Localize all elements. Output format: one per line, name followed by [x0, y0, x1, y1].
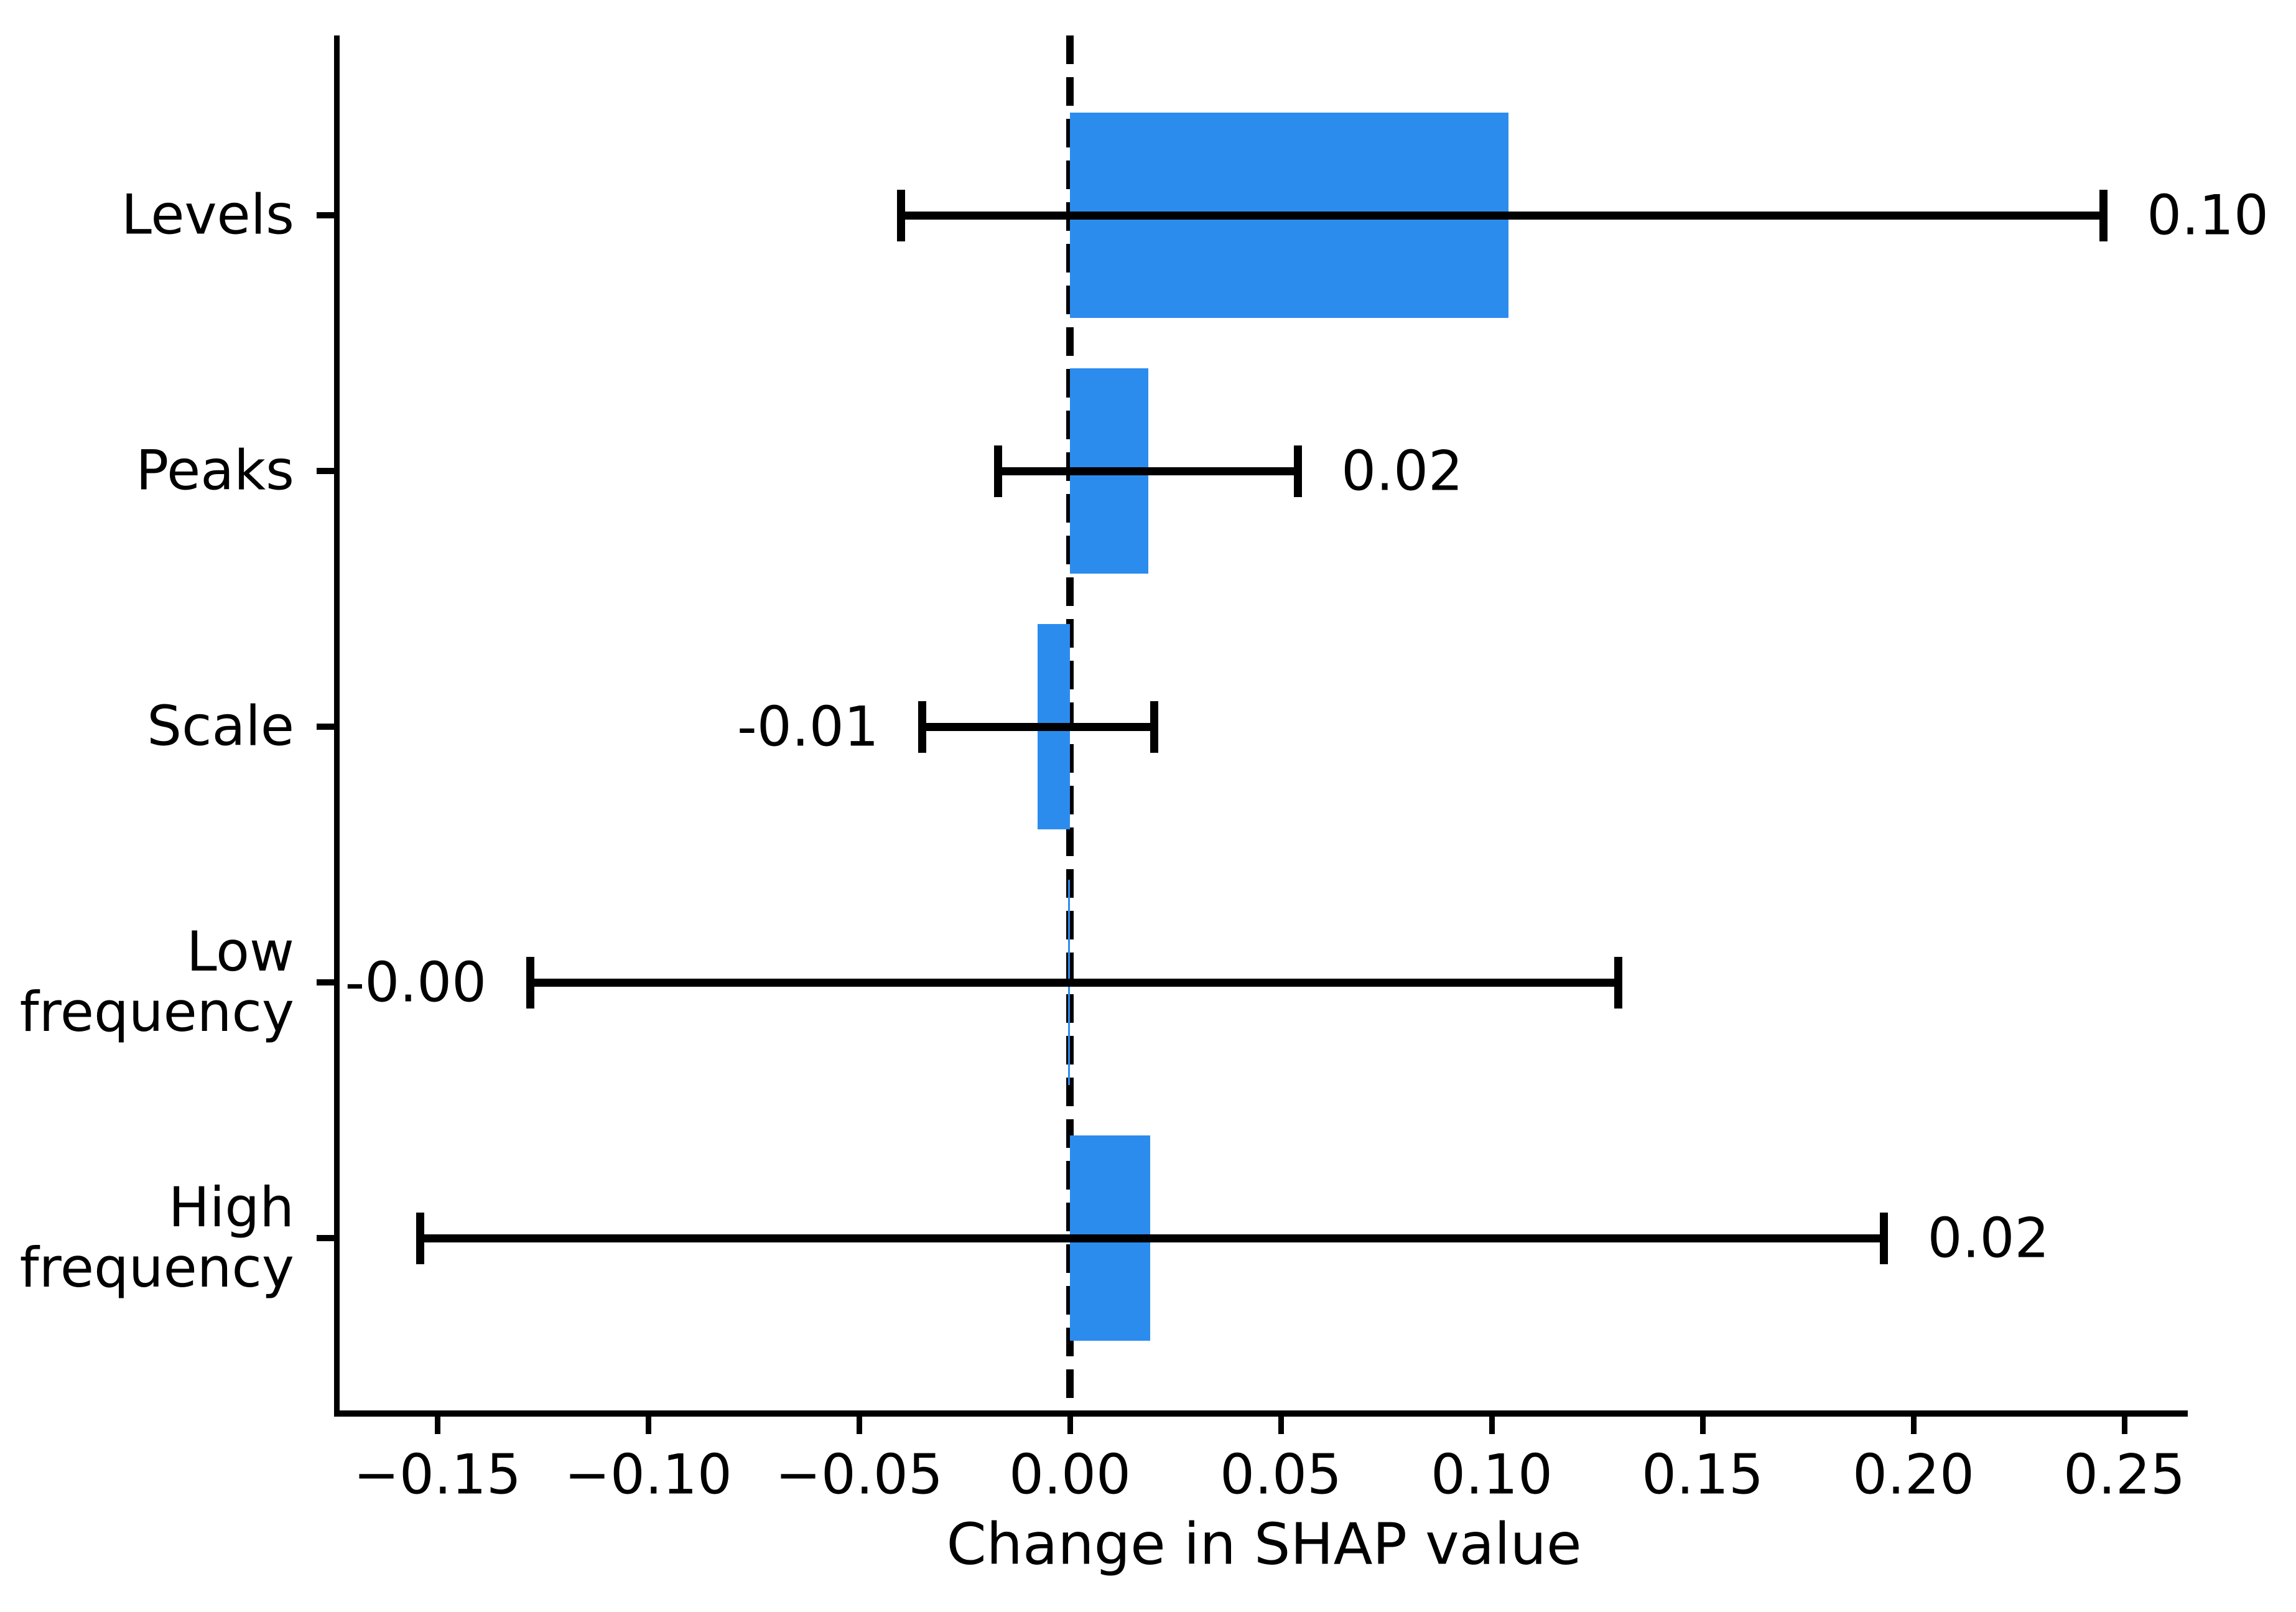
y-tick-label: Low frequency	[19, 920, 294, 1044]
x-tick	[1699, 1417, 1706, 1434]
x-tick	[856, 1417, 862, 1434]
x-tick-label: 0.20	[1852, 1442, 1974, 1507]
error-bar-cap-right	[2099, 189, 2108, 241]
error-bar-line	[922, 722, 1155, 731]
error-bar-cap-right	[1614, 956, 1622, 1009]
x-axis-spine	[333, 1410, 2188, 1417]
x-tick	[434, 1417, 440, 1434]
x-tick-label: −0.15	[353, 1442, 521, 1507]
error-bar-cap-left	[416, 1212, 425, 1264]
x-tick	[1278, 1417, 1284, 1434]
x-tick	[1489, 1417, 1495, 1434]
y-tick-label: High frequency	[19, 1175, 294, 1300]
value-label: -0.01	[737, 694, 879, 759]
y-axis-spine	[333, 35, 340, 1414]
x-tick-label: −0.05	[775, 1442, 943, 1507]
x-tick	[1067, 1417, 1073, 1434]
x-tick	[2121, 1417, 2127, 1434]
y-tick	[316, 468, 334, 474]
y-tick	[316, 979, 334, 985]
error-bar-cap-left	[526, 956, 534, 1009]
x-tick-label: 0.05	[1220, 1442, 1342, 1507]
value-label: 0.02	[1341, 439, 1464, 503]
error-bar-cap-left	[994, 445, 1003, 497]
error-bar-cap-left	[918, 701, 927, 753]
y-tick	[316, 724, 334, 730]
x-tick-label: 0.15	[1642, 1442, 1764, 1507]
x-tick-label: 0.10	[1431, 1442, 1553, 1507]
y-tick	[316, 212, 334, 218]
x-tick	[645, 1417, 651, 1434]
error-bar-line	[998, 467, 1298, 475]
error-bar-cap-right	[1880, 1212, 1889, 1264]
x-tick-label: 0.00	[1009, 1442, 1131, 1507]
y-tick-label: Peaks	[136, 438, 294, 503]
x-tick	[1910, 1417, 1917, 1434]
error-bar-cap-right	[1293, 445, 1302, 497]
value-label: 0.02	[1927, 1206, 2050, 1270]
error-bar-line	[420, 1234, 1884, 1242]
y-tick-label: Levels	[121, 182, 294, 247]
error-bar-cap-left	[897, 189, 906, 241]
y-tick	[316, 1235, 334, 1241]
y-tick-label: Scale	[147, 694, 294, 758]
value-label: -0.00	[345, 950, 487, 1015]
x-axis-title: Change in SHAP value	[946, 1511, 1582, 1578]
x-tick-label: −0.10	[564, 1442, 732, 1507]
error-bar-line	[530, 978, 1619, 987]
error-bar-line	[901, 211, 2104, 220]
error-bar-cap-right	[1150, 701, 1159, 753]
x-tick-label: 0.25	[2063, 1442, 2185, 1507]
value-label: 0.10	[2147, 183, 2269, 248]
